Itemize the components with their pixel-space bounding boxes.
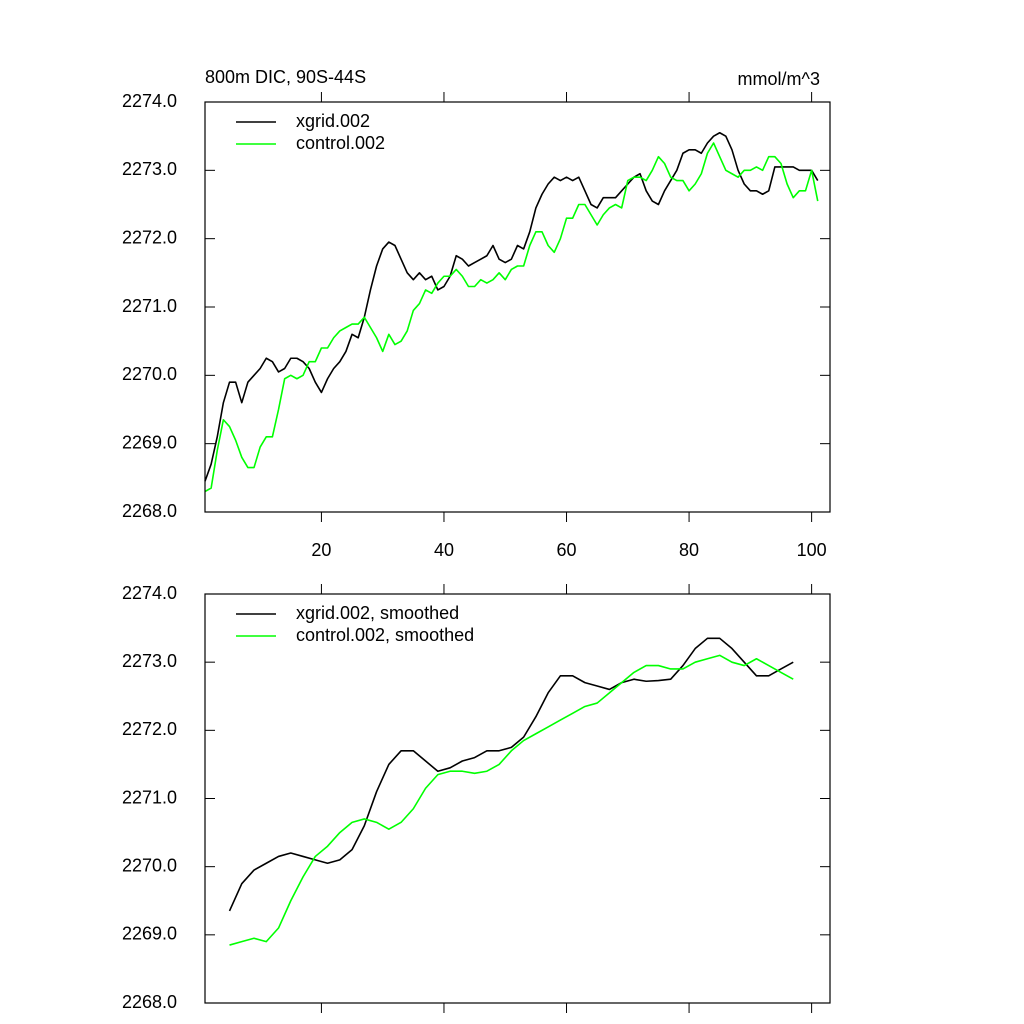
y-tick-label: 2268.0 xyxy=(122,992,177,1012)
x-tick-label: 20 xyxy=(311,540,331,560)
series-line xyxy=(229,654,794,946)
y-tick-label: 2272.0 xyxy=(122,227,177,247)
y-tick-label: 2271.0 xyxy=(122,296,177,316)
chart-title: 800m DIC, 90S-44S xyxy=(205,67,366,87)
series-line xyxy=(204,131,819,482)
plot-frame xyxy=(204,593,831,1004)
x-tick-label: 100 xyxy=(797,540,827,560)
legend-label: control.002, smoothed xyxy=(296,625,474,645)
y-tick-label: 2274.0 xyxy=(122,583,177,603)
legend-label: xgrid.002, smoothed xyxy=(296,603,459,623)
y-tick-label: 2270.0 xyxy=(122,364,177,384)
x-tick-label: 40 xyxy=(434,540,454,560)
series-line xyxy=(204,142,819,493)
y-tick-label: 2269.0 xyxy=(122,924,177,944)
y-tick-label: 2273.0 xyxy=(122,651,177,671)
units-label: mmol/m^3 xyxy=(738,69,820,89)
y-tick-label: 2271.0 xyxy=(122,787,177,807)
series-line xyxy=(228,637,794,912)
y-tick-label: 2269.0 xyxy=(122,432,177,452)
x-tick-label: 60 xyxy=(557,540,577,560)
y-tick-label: 2273.0 xyxy=(122,159,177,179)
x-tick-label: 80 xyxy=(679,540,699,560)
y-tick-label: 2274.0 xyxy=(122,91,177,111)
y-tick-label: 2268.0 xyxy=(122,501,177,521)
y-tick-label: 2272.0 xyxy=(122,719,177,739)
legend-label: xgrid.002 xyxy=(296,111,370,131)
y-tick-label: 2270.0 xyxy=(122,855,177,875)
legend-label: control.002 xyxy=(296,133,385,153)
